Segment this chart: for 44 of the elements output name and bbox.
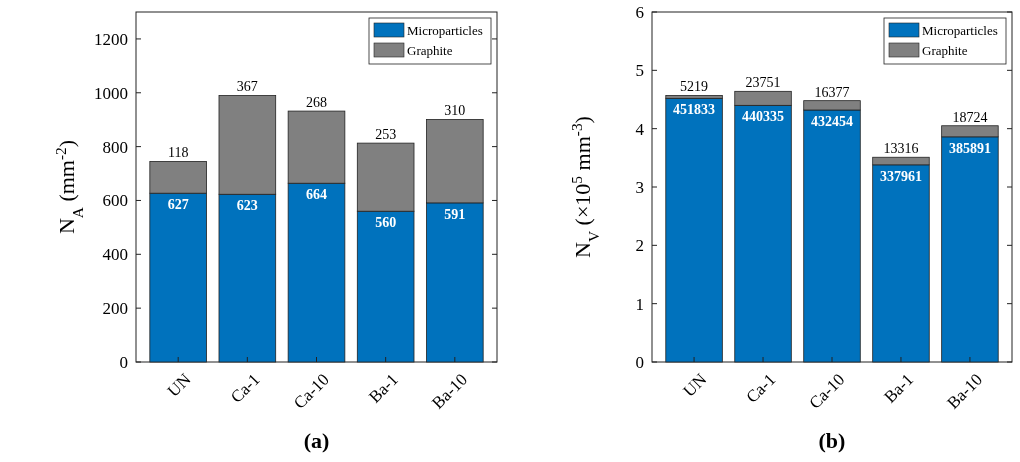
annotation: 16377: [814, 84, 850, 100]
data-label: 310: [444, 103, 466, 119]
y-tick-label: 1: [635, 294, 644, 314]
annotation: 440335: [742, 109, 785, 125]
annotation: 5219: [680, 79, 709, 95]
y-tick-label: 5: [635, 61, 644, 81]
legend-label: Microparticles: [407, 22, 483, 38]
y-tick-label: 1200: [94, 29, 128, 49]
y-tick-label: 400: [102, 245, 128, 265]
y-tick-label: 600: [102, 191, 128, 211]
annotation: 23751: [745, 75, 781, 91]
data-label: 367: [236, 79, 258, 95]
y-tick-label: 3: [635, 177, 644, 197]
y-tick-label: 200: [102, 299, 128, 319]
data-label: 623: [236, 198, 258, 214]
y-tick-label: 0: [635, 352, 644, 372]
y-tick-label: 4: [635, 119, 645, 139]
x-axis-title: (a): [303, 428, 330, 453]
legend-label: Graphite: [407, 42, 453, 58]
annotation: 385891: [948, 140, 991, 156]
data-label: 627: [167, 197, 189, 213]
x-tick-label: Ca-1: [226, 369, 264, 407]
y-tick-label: 0: [119, 352, 128, 372]
y-tick-label: 2: [635, 236, 644, 256]
annotation: 451833: [673, 102, 716, 118]
data-label: 591: [444, 206, 466, 222]
data-label: 560: [375, 215, 397, 231]
y-tick-label: 1000: [94, 83, 128, 103]
data-label: 664: [306, 187, 327, 203]
legend-label: Microparticles: [922, 22, 998, 38]
legend-label: Graphite: [922, 42, 968, 58]
x-axis-title: (b): [818, 428, 846, 453]
x-tick-label: UN: [163, 369, 195, 401]
annotation: 337961: [879, 168, 922, 184]
data-label: 253: [375, 127, 397, 143]
data-label: 268: [306, 95, 327, 111]
annotation: 432454: [811, 114, 853, 129]
y-tick-label: 6: [635, 2, 644, 22]
data-label: 118: [167, 145, 189, 161]
annotation: 13316: [883, 141, 919, 157]
y-tick-label: 800: [102, 137, 128, 157]
x-tick-label: Ca-1: [742, 369, 780, 407]
x-tick-label: UN: [679, 369, 711, 401]
annotation: 18724: [952, 109, 988, 125]
